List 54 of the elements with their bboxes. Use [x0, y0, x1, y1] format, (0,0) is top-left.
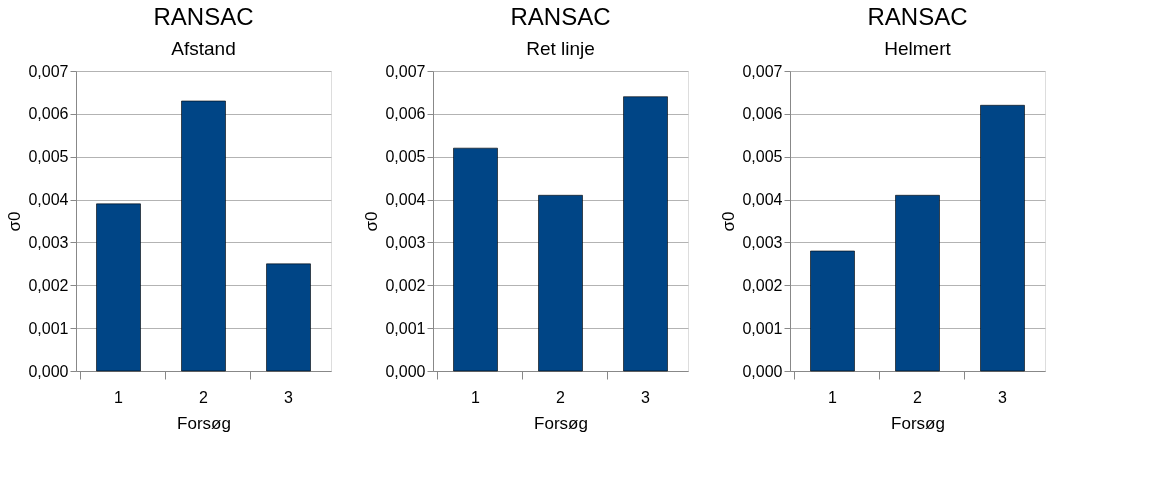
x-tick-label: 1: [828, 388, 838, 406]
x-tick-label: 2: [913, 388, 923, 406]
x-axis-title: Forsøg: [891, 413, 945, 433]
y-tick-label: 0,007: [742, 62, 783, 80]
y-tick-label: 0,001: [385, 319, 426, 337]
y-axis-title: σ0: [5, 211, 25, 232]
chart-subtitle: Afstand: [171, 38, 236, 59]
y-tick-label: 0,007: [385, 62, 426, 80]
chart-subtitle: Helmert: [884, 38, 952, 59]
y-tick-label: 0,004: [385, 191, 426, 209]
y-axis-title: σ0: [719, 211, 739, 232]
y-tick-label: 0,007: [28, 62, 69, 80]
y-tick-label: 0,006: [28, 105, 69, 123]
y-tick-label: 0,005: [385, 148, 426, 166]
x-tick-label: 1: [114, 388, 124, 406]
y-tick-label: 0,004: [28, 191, 69, 209]
y-tick-label: 0,003: [742, 233, 783, 251]
bar: [623, 96, 668, 372]
bar: [980, 104, 1025, 372]
x-tick-label: 2: [556, 388, 566, 406]
chart-title: RANSAC: [867, 3, 968, 30]
x-tick-label: 3: [284, 388, 294, 406]
y-tick-label: 0,002: [742, 276, 783, 294]
x-tick-label: 3: [998, 388, 1008, 406]
y-tick-label: 0,006: [742, 105, 783, 123]
y-tick-label: 0,002: [28, 276, 69, 294]
x-tick-label: 3: [641, 388, 651, 406]
x-axis-title: Forsøg: [177, 413, 231, 433]
x-tick-label: 2: [199, 388, 209, 406]
bar: [810, 250, 855, 372]
bar: [538, 194, 583, 372]
y-tick-label: 0,005: [28, 148, 69, 166]
y-tick-label: 0,004: [742, 191, 783, 209]
bar: [96, 203, 141, 372]
y-tick-label: 0,006: [385, 105, 426, 123]
y-tick-label: 0,000: [385, 362, 426, 380]
y-tick-label: 0,002: [385, 276, 426, 294]
y-tick-label: 0,000: [28, 362, 69, 380]
y-tick-label: 0,005: [742, 148, 783, 166]
chart-subtitle: Ret linje: [526, 38, 595, 59]
bar: [453, 147, 498, 372]
y-tick-label: 0,003: [385, 233, 426, 251]
y-axis-title: σ0: [362, 211, 382, 232]
y-tick-label: 0,003: [28, 233, 69, 251]
bar: [181, 100, 226, 372]
chart-title: RANSAC: [510, 3, 611, 30]
y-tick-label: 0,001: [742, 319, 783, 337]
bar: [266, 263, 311, 372]
x-axis-title: Forsøg: [534, 413, 588, 433]
bar: [895, 194, 940, 372]
x-tick-label: 1: [471, 388, 481, 406]
chart-title: RANSAC: [153, 3, 254, 30]
y-tick-label: 0,001: [28, 319, 69, 337]
y-tick-label: 0,000: [742, 362, 783, 380]
